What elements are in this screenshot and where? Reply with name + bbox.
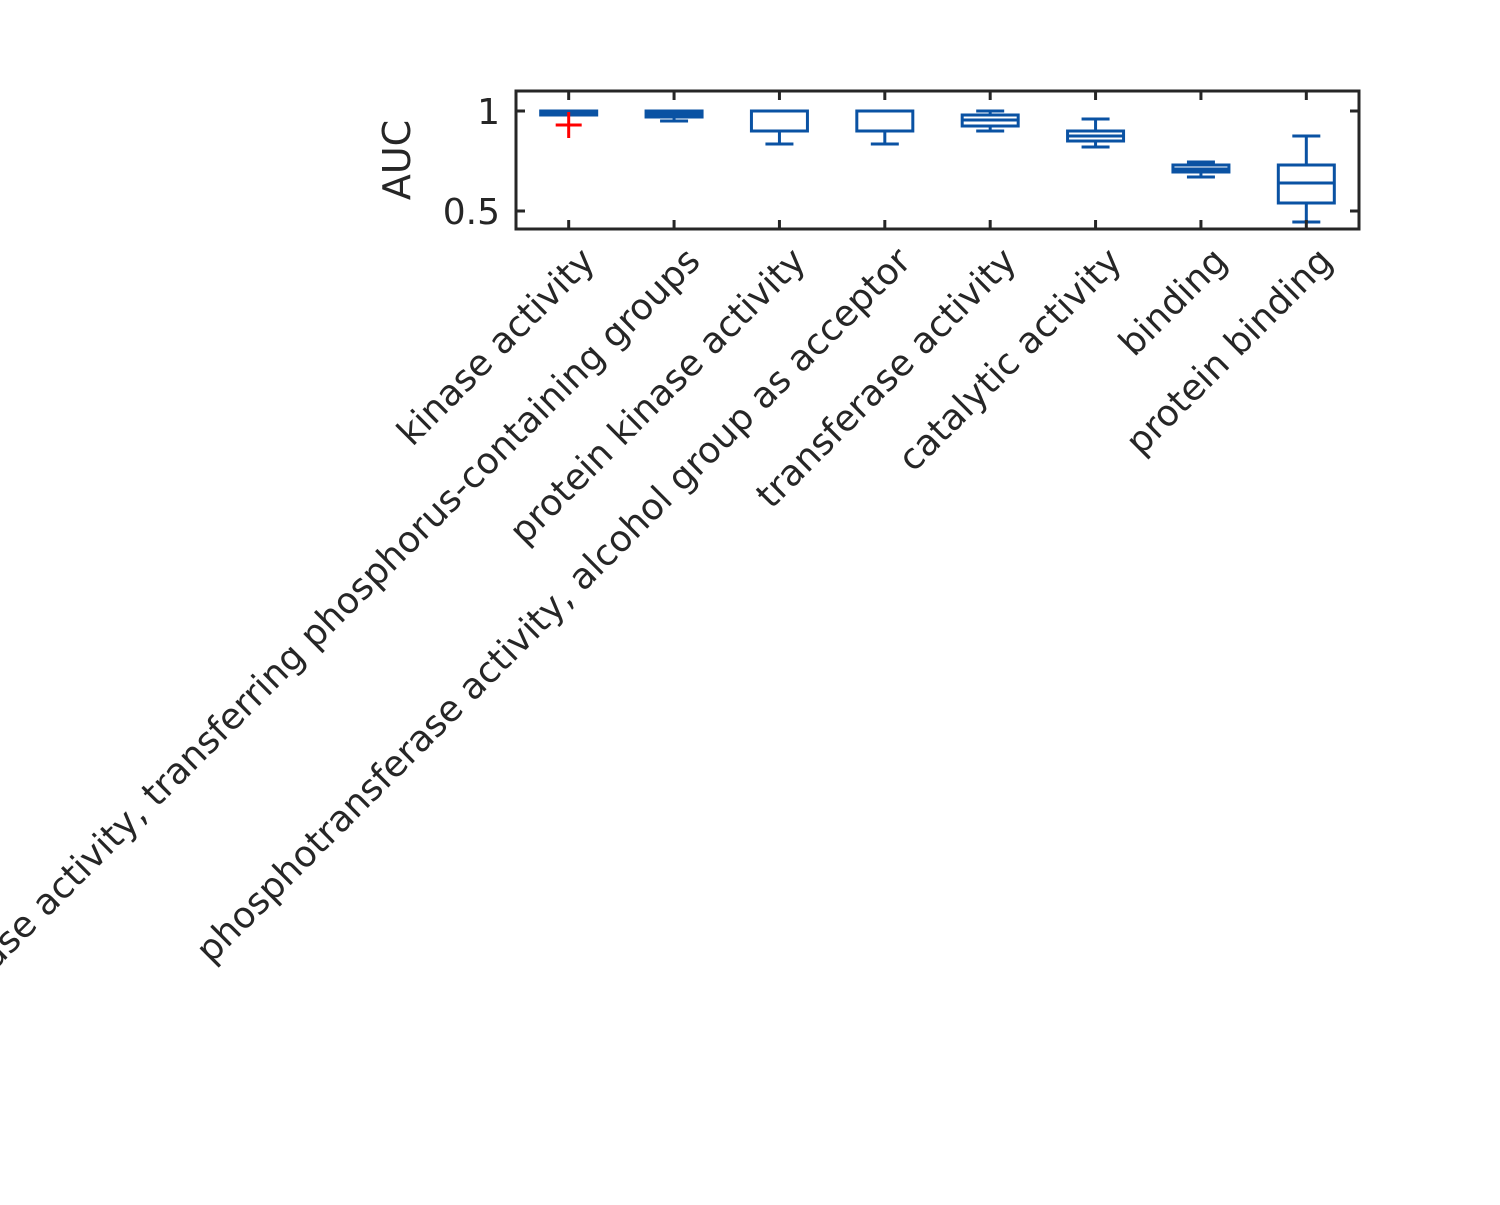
x-tick-label: kinase activity	[390, 240, 603, 453]
box-1	[539, 109, 599, 138]
x-tick-label: transferase activity, transferring phosp…	[0, 240, 708, 1077]
ticks-layer	[516, 91, 1359, 229]
box-4	[855, 109, 915, 146]
y-axis-label: AUC	[375, 120, 419, 200]
y-tick-label: 0.5	[443, 192, 500, 233]
box-7	[1171, 160, 1231, 179]
box-8	[1276, 134, 1336, 224]
box-6	[1066, 117, 1126, 149]
y-tick-label: 1	[477, 92, 500, 133]
box-3	[749, 109, 809, 146]
box-iqr	[855, 109, 915, 133]
outlier-marker	[555, 112, 582, 138]
x-tick-label: phosphotransferase activity, alcohol gro…	[189, 240, 920, 971]
boxes-layer	[539, 109, 1336, 224]
box-5	[960, 109, 1020, 133]
box-iqr	[749, 109, 809, 133]
box-2	[644, 109, 704, 123]
axes-frame	[514, 89, 1361, 231]
